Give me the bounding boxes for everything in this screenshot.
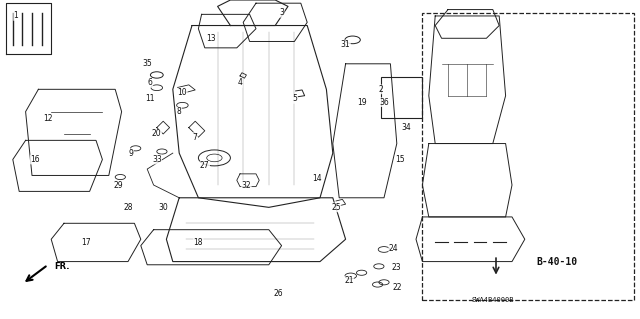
Text: 18: 18 xyxy=(194,238,203,247)
Text: B-40-10: B-40-10 xyxy=(536,256,577,267)
Text: 16: 16 xyxy=(30,155,40,164)
Text: 15: 15 xyxy=(395,155,405,164)
Bar xyxy=(381,77,422,118)
Text: SWA4B4000B: SWA4B4000B xyxy=(472,297,514,303)
Text: 14: 14 xyxy=(312,174,322,183)
Text: 27: 27 xyxy=(200,161,210,170)
Text: 35: 35 xyxy=(142,59,152,68)
Text: 9: 9 xyxy=(129,149,134,158)
Text: 25: 25 xyxy=(331,203,341,212)
Text: FR.: FR. xyxy=(54,262,70,271)
Text: 19: 19 xyxy=(356,98,367,107)
Text: 11: 11 xyxy=(146,94,155,103)
Text: 7: 7 xyxy=(193,133,198,142)
Text: 2: 2 xyxy=(378,85,383,94)
Text: 5: 5 xyxy=(292,94,297,103)
Text: 1: 1 xyxy=(13,11,19,20)
Text: 30: 30 xyxy=(158,203,168,212)
Text: 22: 22 xyxy=(392,283,401,292)
Text: 24: 24 xyxy=(388,244,399,253)
Text: 36: 36 xyxy=(379,98,389,107)
Text: 32: 32 xyxy=(241,181,252,189)
Text: 28: 28 xyxy=(124,203,132,212)
Text: 23: 23 xyxy=(392,263,402,272)
Text: 6: 6 xyxy=(148,78,153,87)
Text: 3: 3 xyxy=(279,8,284,17)
Text: 20: 20 xyxy=(152,130,162,138)
Text: 33: 33 xyxy=(152,155,162,164)
Text: 31: 31 xyxy=(340,40,351,49)
Text: 17: 17 xyxy=(81,238,92,247)
Text: 34: 34 xyxy=(401,123,412,132)
Text: 12: 12 xyxy=(44,114,52,122)
Text: 13: 13 xyxy=(206,34,216,43)
Text: 26: 26 xyxy=(273,289,284,298)
Text: 4: 4 xyxy=(237,78,243,87)
Text: 21: 21 xyxy=(344,276,353,285)
Text: 29: 29 xyxy=(113,181,124,189)
Bar xyxy=(422,13,634,300)
Text: 8: 8 xyxy=(177,107,182,116)
Text: 10: 10 xyxy=(177,88,188,97)
